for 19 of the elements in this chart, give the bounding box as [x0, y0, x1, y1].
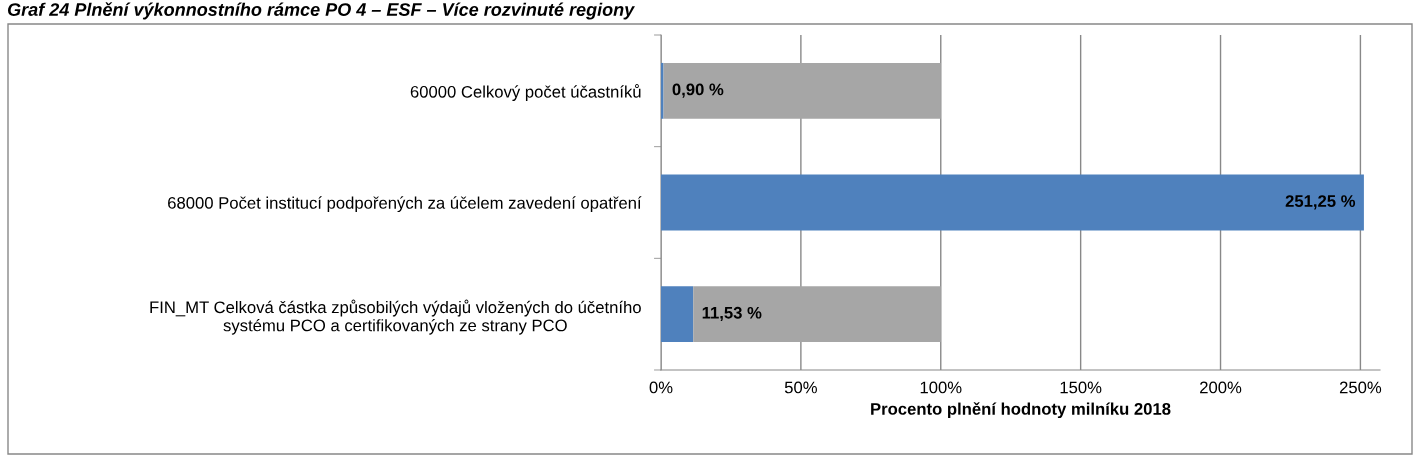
text: Graf 24 Plnění výkonnostního rámce PO 4 – ESF – Více rozvinuté regiony	[7, 2, 635, 20]
data-label: 0,90 %	[672, 83, 724, 98]
x-tick-label: 50%	[784, 381, 817, 394]
bar	[661, 174, 1364, 231]
x-tick-label: 150%	[1060, 381, 1102, 394]
x-tick-label: 0%	[649, 381, 673, 394]
bar	[663, 62, 941, 119]
bar	[693, 286, 941, 343]
y-tick-label: 68000 Počet institucí podpořených za účelem zavedení opatření	[168, 196, 642, 213]
x-tick-label: 200%	[1200, 381, 1242, 394]
bar	[661, 286, 694, 343]
y-tick-label: FIN_MT Celková částka způsobilých výdajů vložených do účetního systému PCO a certifikovaných ze strany PCO	[150, 299, 641, 335]
bar	[661, 62, 664, 119]
x-tick-label: 250%	[1339, 381, 1382, 394]
data-label: 251,25 %	[1285, 195, 1356, 210]
x-axis-title: Procento plnění hodnoty milníku 2018	[871, 402, 1171, 419]
data-label: 11,53 %	[702, 306, 762, 322]
x-tick-label: 100%	[920, 381, 962, 394]
y-tick-label: 60000 Celkový počet účastníků	[410, 84, 641, 102]
